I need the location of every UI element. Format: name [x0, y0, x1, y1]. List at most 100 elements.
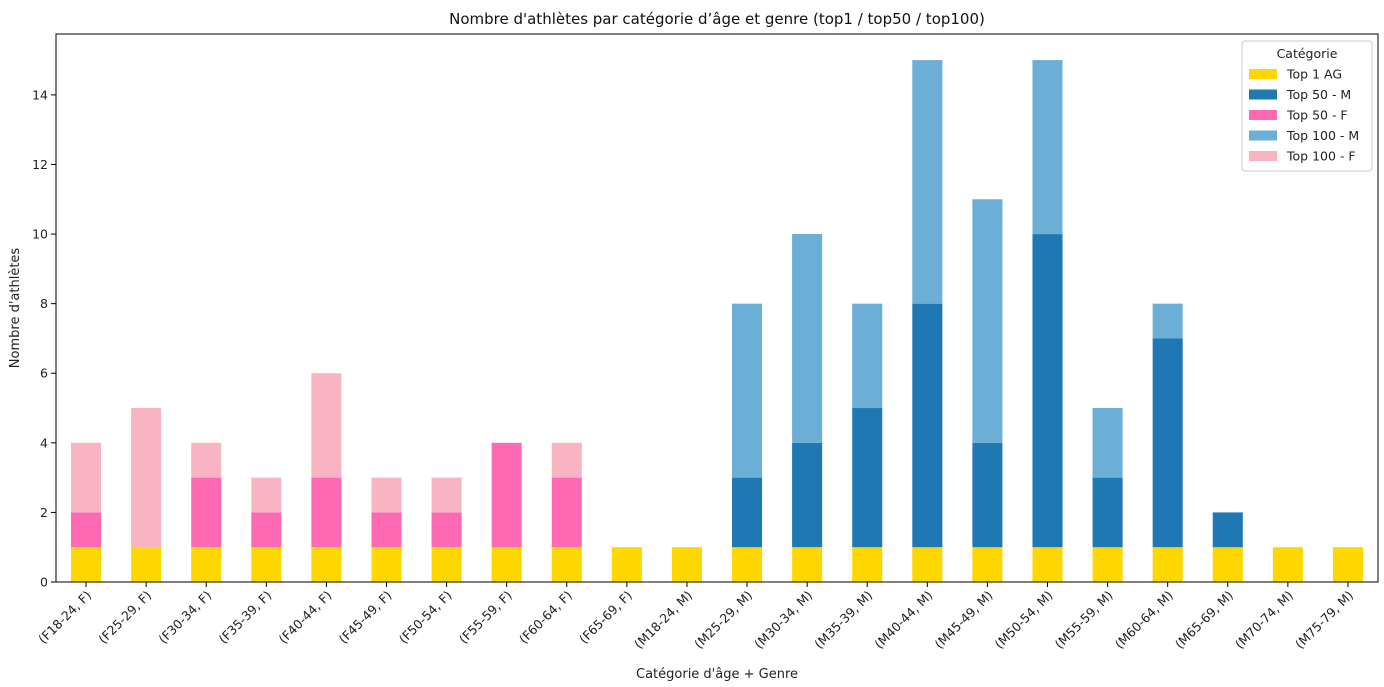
x-ticks-group: (F18-24, F) (F25-29, F) (F30-34, F) (F35-39…: [35, 582, 1356, 652]
legend-title: Catégorie: [1277, 46, 1338, 61]
bar-segment-1-12: [792, 442, 823, 548]
x-tick-label: (M70-74, M): [1232, 588, 1296, 652]
x-tick-label: (F55-59, F): [456, 588, 515, 647]
bar-segment-4-8: [551, 442, 582, 478]
bar-segment-3-14: [912, 60, 943, 304]
x-tick-label: (F45-49, F): [336, 588, 395, 647]
y-tick-label: 12: [32, 157, 48, 172]
bar-segment-0-19: [1212, 547, 1243, 582]
bar-segment-2-4: [311, 477, 342, 548]
y-ticks-group: 0 2 4 6 8 10 12 14: [32, 87, 56, 590]
bar-segment-0-6: [431, 547, 462, 582]
bar-segment-4-3: [251, 477, 282, 513]
x-tick-label: (F50-54, F): [396, 588, 455, 647]
bar-segment-1-16: [1032, 234, 1063, 548]
bar-segment-4-0: [71, 442, 102, 513]
bar-segment-4-2: [191, 442, 222, 478]
bar-segment-0-3: [251, 547, 282, 582]
bar-segment-0-20: [1272, 547, 1303, 582]
x-tick-label: (F60-64, F): [516, 588, 575, 647]
y-tick-label: 2: [40, 505, 48, 520]
x-tick-label: (M25-29, M): [691, 588, 755, 652]
legend-swatch-0: [1249, 69, 1277, 79]
bar-segment-2-6: [431, 512, 462, 548]
bar-segment-0-10: [671, 547, 702, 582]
bar-segment-1-13: [852, 408, 883, 548]
x-tick-label: (F35-39, F): [215, 588, 274, 647]
legend-label-2: Top 50 - F: [1286, 108, 1348, 123]
bar-segment-0-17: [1092, 547, 1123, 582]
y-tick-label: 4: [40, 435, 48, 450]
x-tick-label: (F18-24, F): [35, 588, 94, 647]
bar-segment-1-17: [1092, 477, 1123, 548]
bars-group: [71, 60, 1363, 582]
bar-segment-0-4: [311, 547, 342, 582]
bar-segment-4-1: [131, 408, 162, 548]
legend-swatch-2: [1249, 110, 1277, 120]
y-tick-label: 10: [32, 227, 48, 242]
bar-segment-0-18: [1152, 547, 1183, 582]
bar-segment-3-18: [1152, 303, 1183, 339]
y-axis-label: Nombre d'athlètes: [8, 248, 23, 369]
legend-swatch-1: [1249, 89, 1277, 100]
bar-segment-2-0: [71, 512, 102, 548]
x-tick-label: (M50-54, M): [992, 588, 1056, 652]
bar-segment-3-17: [1092, 408, 1123, 478]
x-tick-label: (M35-39, M): [811, 588, 875, 652]
legend-swatch-3: [1249, 130, 1277, 141]
bar-segment-1-15: [972, 442, 1003, 548]
chart-title: Nombre d'athlètes par catégorie d’âge et…: [449, 10, 985, 28]
bar-segment-0-5: [371, 547, 402, 582]
bar-segment-4-5: [371, 477, 402, 513]
bar-segment-0-0: [71, 547, 102, 582]
legend: Catégorie Top 1 AG Top 50 - M Top 50 - F To…: [1241, 40, 1373, 172]
plot-frame: [55, 33, 1379, 583]
bar-segment-0-7: [491, 547, 522, 582]
bar-segment-0-11: [732, 547, 763, 582]
x-tick-label: (M18-24, M): [631, 588, 695, 652]
y-tick-label: 6: [40, 366, 48, 381]
bar-segment-1-19: [1212, 512, 1243, 548]
bar-segment-0-16: [1032, 547, 1063, 582]
y-tick-label: 0: [40, 575, 48, 590]
x-tick-label: (M65-69, M): [1172, 588, 1236, 652]
x-tick-label: (M55-59, M): [1052, 588, 1116, 652]
x-tick-label: (F25-29, F): [95, 588, 154, 647]
x-tick-label: (M60-64, M): [1112, 588, 1176, 652]
bar-segment-4-6: [431, 477, 462, 513]
bar-segment-2-3: [251, 512, 282, 548]
legend-label-1: Top 50 - M: [1286, 87, 1351, 102]
x-axis-label: Catégorie d'âge + Genre: [636, 667, 798, 682]
y-tick-label: 8: [40, 296, 48, 311]
bar-segment-3-15: [972, 199, 1003, 443]
legend-label-0: Top 1 AG: [1286, 67, 1342, 82]
bar-segment-0-1: [131, 547, 162, 582]
x-tick-label: (F65-69, F): [576, 588, 635, 647]
bar-segment-0-21: [1332, 547, 1363, 582]
bar-segment-2-5: [371, 512, 402, 548]
bar-segment-0-15: [972, 547, 1003, 582]
legend-label-3: Top 100 - M: [1286, 128, 1359, 143]
bar-segment-0-9: [611, 547, 642, 582]
x-tick-label: (M30-34, M): [751, 588, 815, 652]
x-tick-label: (M40-44, M): [871, 588, 935, 652]
legend-swatch-4: [1249, 151, 1277, 161]
bar-segment-1-14: [912, 303, 943, 548]
bar-segment-3-11: [732, 303, 763, 478]
y-tick-label: 14: [32, 87, 48, 102]
bar-segment-0-13: [852, 547, 883, 582]
bar-segment-0-14: [912, 547, 943, 582]
bar-segment-1-11: [732, 477, 763, 548]
legend-label-4: Top 100 - F: [1286, 149, 1356, 164]
bar-segment-3-13: [852, 303, 883, 409]
x-tick-label: (M45-49, M): [931, 588, 995, 652]
bar-segment-2-2: [191, 477, 222, 548]
bar-segment-0-8: [551, 547, 582, 582]
bar-segment-3-12: [792, 234, 823, 443]
bar-segment-3-16: [1032, 60, 1063, 235]
bar-segment-2-7: [491, 442, 522, 548]
bar-segment-0-12: [792, 547, 823, 582]
bar-segment-1-18: [1152, 338, 1183, 548]
x-tick-label: (F40-44, F): [276, 588, 335, 647]
